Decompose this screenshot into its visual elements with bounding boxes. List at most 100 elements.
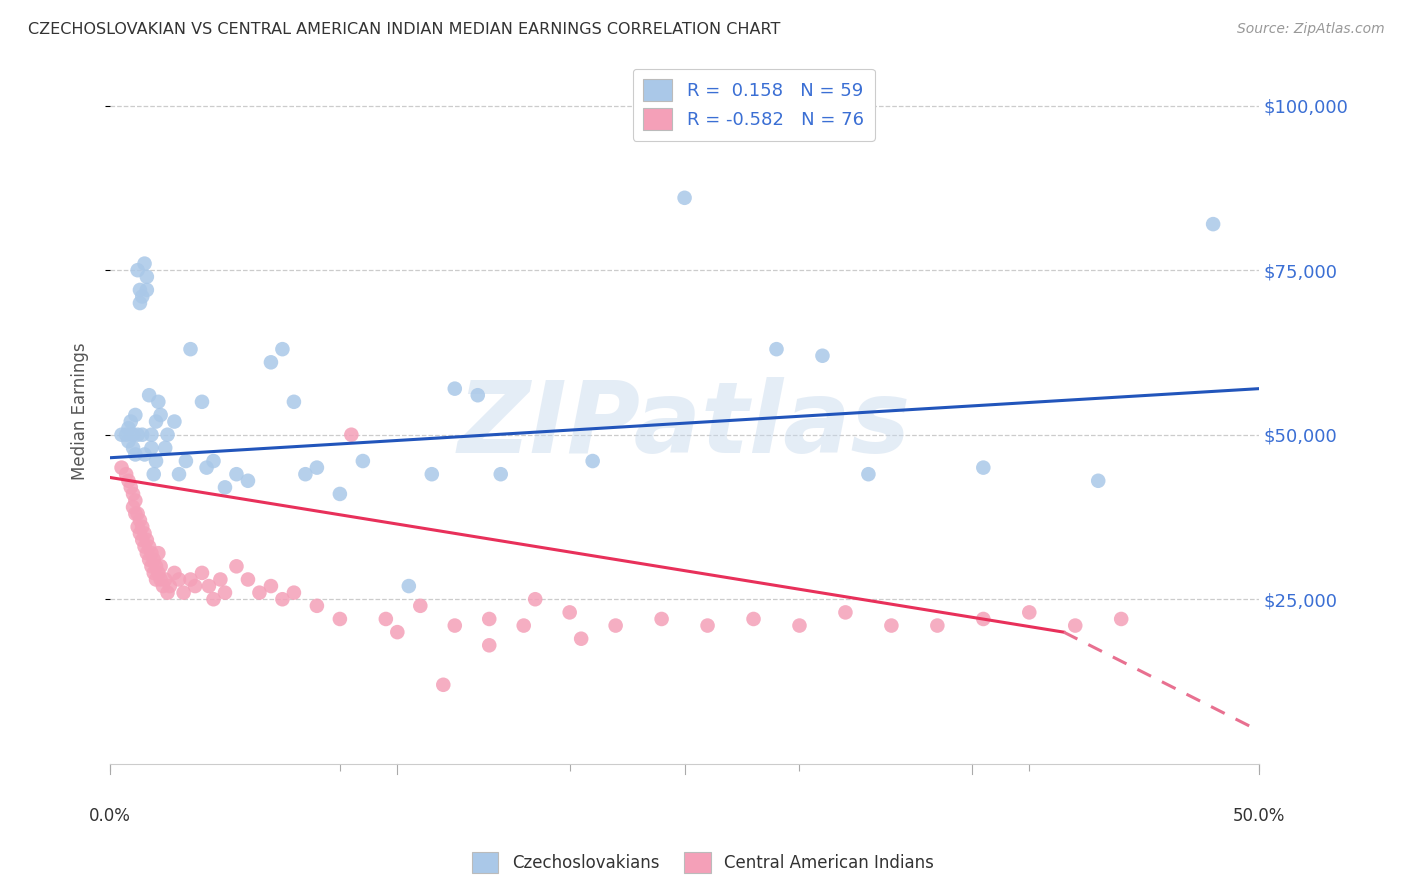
Point bbox=[225, 467, 247, 482]
Point bbox=[149, 559, 172, 574]
Point bbox=[305, 460, 328, 475]
Text: ZIPatlas: ZIPatlas bbox=[458, 377, 911, 475]
Point bbox=[135, 546, 157, 560]
Point bbox=[927, 618, 949, 632]
Point bbox=[127, 263, 149, 277]
Point bbox=[789, 618, 811, 632]
Point bbox=[131, 520, 153, 534]
Point bbox=[142, 467, 165, 482]
Point bbox=[134, 447, 156, 461]
Point bbox=[972, 612, 994, 626]
Point bbox=[191, 394, 214, 409]
Point bbox=[156, 427, 179, 442]
Point bbox=[225, 559, 247, 574]
Point bbox=[163, 566, 186, 580]
Point bbox=[184, 579, 207, 593]
Point bbox=[124, 408, 146, 422]
Point bbox=[420, 467, 443, 482]
Point bbox=[141, 546, 163, 560]
Point bbox=[409, 599, 432, 613]
Point bbox=[163, 415, 186, 429]
Point bbox=[195, 460, 218, 475]
Point bbox=[115, 467, 138, 482]
Point bbox=[145, 454, 167, 468]
Point bbox=[145, 573, 167, 587]
Point bbox=[191, 566, 214, 580]
Point bbox=[236, 573, 259, 587]
Point bbox=[134, 257, 156, 271]
Point bbox=[352, 454, 374, 468]
Point bbox=[129, 283, 152, 297]
Point bbox=[214, 480, 236, 494]
Point bbox=[696, 618, 718, 632]
Point bbox=[605, 618, 627, 632]
Point bbox=[305, 599, 328, 613]
Point bbox=[117, 434, 139, 449]
Point bbox=[179, 342, 201, 356]
Point bbox=[129, 513, 152, 527]
Point bbox=[340, 427, 363, 442]
Point bbox=[173, 585, 195, 599]
Point bbox=[398, 579, 420, 593]
Point bbox=[582, 454, 605, 468]
Point bbox=[283, 394, 305, 409]
Point bbox=[129, 296, 152, 310]
Point bbox=[122, 487, 145, 501]
Point bbox=[167, 467, 190, 482]
Point bbox=[145, 415, 167, 429]
Point bbox=[329, 487, 352, 501]
Point bbox=[673, 191, 696, 205]
Point bbox=[148, 546, 170, 560]
Point bbox=[569, 632, 592, 646]
Point bbox=[124, 493, 146, 508]
Point bbox=[127, 427, 149, 442]
Point bbox=[124, 507, 146, 521]
Text: CZECHOSLOVAKIAN VS CENTRAL AMERICAN INDIAN MEDIAN EARNINGS CORRELATION CHART: CZECHOSLOVAKIAN VS CENTRAL AMERICAN INDI… bbox=[28, 22, 780, 37]
Point bbox=[271, 342, 294, 356]
Point bbox=[141, 559, 163, 574]
Point bbox=[972, 460, 994, 475]
Point bbox=[117, 474, 139, 488]
Point bbox=[271, 592, 294, 607]
Point bbox=[120, 415, 142, 429]
Point bbox=[110, 427, 132, 442]
Point bbox=[478, 612, 501, 626]
Point bbox=[135, 283, 157, 297]
Point bbox=[214, 585, 236, 599]
Text: Source: ZipAtlas.com: Source: ZipAtlas.com bbox=[1237, 22, 1385, 37]
Point bbox=[131, 427, 153, 442]
Point bbox=[811, 349, 834, 363]
Point bbox=[159, 579, 181, 593]
Point bbox=[524, 592, 547, 607]
Point bbox=[834, 606, 856, 620]
Point bbox=[124, 447, 146, 461]
Legend: Czechoslovakians, Central American Indians: Czechoslovakians, Central American India… bbox=[465, 846, 941, 880]
Point bbox=[651, 612, 673, 626]
Point bbox=[742, 612, 765, 626]
Y-axis label: Median Earnings: Median Earnings bbox=[72, 343, 89, 481]
Point bbox=[141, 427, 163, 442]
Point bbox=[202, 454, 225, 468]
Point bbox=[1087, 474, 1109, 488]
Point bbox=[149, 573, 172, 587]
Point bbox=[167, 573, 190, 587]
Point bbox=[387, 625, 409, 640]
Point bbox=[135, 533, 157, 547]
Point bbox=[432, 678, 454, 692]
Point bbox=[122, 441, 145, 455]
Point bbox=[1202, 217, 1225, 231]
Point bbox=[148, 394, 170, 409]
Point bbox=[179, 573, 201, 587]
Point bbox=[120, 480, 142, 494]
Point bbox=[249, 585, 271, 599]
Text: 0.0%: 0.0% bbox=[89, 806, 131, 824]
Point bbox=[260, 579, 283, 593]
Point bbox=[489, 467, 512, 482]
Point bbox=[135, 269, 157, 284]
Point bbox=[122, 427, 145, 442]
Point bbox=[110, 460, 132, 475]
Point bbox=[765, 342, 787, 356]
Point bbox=[149, 408, 172, 422]
Point bbox=[236, 474, 259, 488]
Point bbox=[209, 573, 232, 587]
